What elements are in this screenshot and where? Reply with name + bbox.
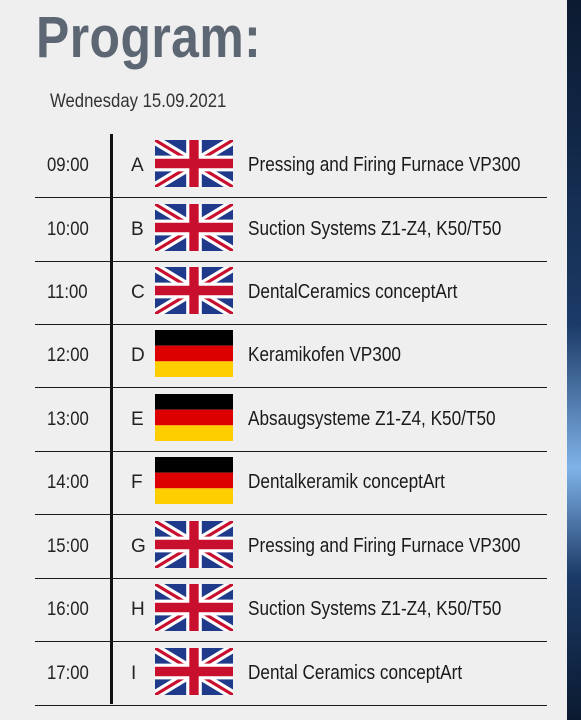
session-title: Keramikofen VP300 <box>248 344 401 366</box>
room-letter: F <box>131 472 143 493</box>
session-title: Suction Systems Z1-Z4, K50/T50 <box>248 598 502 620</box>
session-title: Suction Systems Z1-Z4, K50/T50 <box>248 218 502 240</box>
uk-flag-icon <box>155 267 233 314</box>
schedule-row: 14:00 F Dentalkeramik conceptArt <box>35 451 547 515</box>
session-time: 12:00 <box>47 345 89 366</box>
session-time: 11:00 <box>47 282 88 303</box>
uk-flag-icon <box>155 521 233 568</box>
uk-flag-icon <box>155 204 233 251</box>
session-time: 13:00 <box>47 409 89 430</box>
germany-flag-icon <box>155 330 233 377</box>
program-date: Wednesday 15.09.2021 <box>50 91 227 112</box>
session-time: 15:00 <box>47 536 89 557</box>
room-letter: D <box>131 345 145 366</box>
room-letter: I <box>131 663 137 684</box>
page-title: Program: <box>36 5 262 70</box>
session-title: Pressing and Firing Furnace VP300 <box>248 154 521 176</box>
session-time: 16:00 <box>47 599 89 620</box>
room-letter: H <box>131 599 145 620</box>
schedule-row: 16:00 H Suction Systems Z1-Z4, K50/T50 <box>35 578 547 642</box>
room-letter: G <box>131 536 146 557</box>
germany-flag-icon <box>155 457 233 504</box>
timeline-divider <box>110 134 113 704</box>
schedule-row: 17:00 I Dental Ceramics conceptArt <box>35 642 547 706</box>
session-time: 10:00 <box>47 219 89 240</box>
schedule-row: 10:00 B Suction Systems Z1-Z4, K50/T50 <box>35 198 547 262</box>
room-letter: B <box>131 219 144 240</box>
schedule-row: 15:00 G Pressing and Firing Furnace VP30… <box>35 515 547 579</box>
germany-flag-icon <box>155 394 233 441</box>
schedule-row: 09:00 A Pressing and Firing Furnace VP30… <box>35 134 547 198</box>
room-letter: A <box>131 155 144 176</box>
room-letter: C <box>131 282 145 303</box>
session-title: Dental Ceramics conceptArt <box>248 662 463 684</box>
schedule-row: 11:00 C DentalCeramics conceptArt <box>35 261 547 325</box>
session-title: Pressing and Firing Furnace VP300 <box>248 535 521 557</box>
room-letter: E <box>131 409 144 430</box>
session-time: 09:00 <box>47 155 89 176</box>
session-title: Dentalkeramik conceptArt <box>248 471 445 493</box>
session-title: DentalCeramics conceptArt <box>248 281 458 303</box>
schedule-row: 12:00 D Keramikofen VP300 <box>35 324 547 388</box>
uk-flag-icon <box>155 648 233 695</box>
program-card: Program: Wednesday 15.09.2021 09:00 A Pr… <box>0 0 567 720</box>
session-time: 14:00 <box>47 472 89 493</box>
schedule-row: 13:00 E Absaugsysteme Z1-Z4, K50/T50 <box>35 388 547 452</box>
uk-flag-icon <box>155 140 233 187</box>
session-time: 17:00 <box>47 663 89 684</box>
uk-flag-icon <box>155 584 233 631</box>
session-title: Absaugsysteme Z1-Z4, K50/T50 <box>248 408 496 430</box>
